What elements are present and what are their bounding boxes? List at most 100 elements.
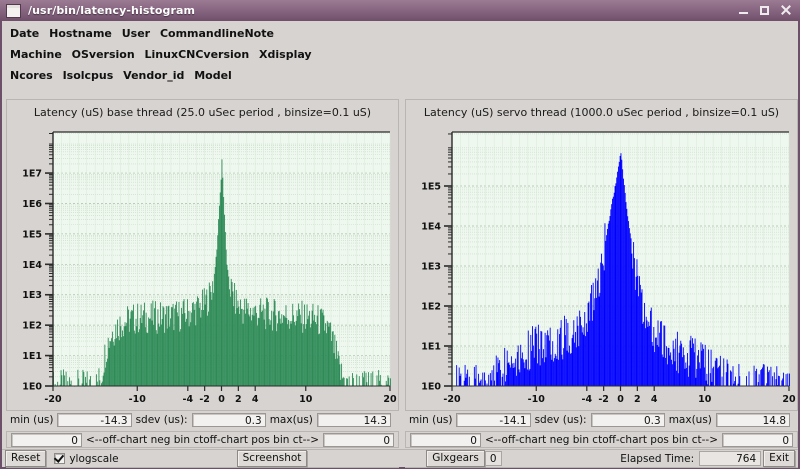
- x-tick-label: 4: [651, 394, 658, 405]
- y-tick-label: 1E4: [421, 222, 441, 233]
- charts-area: Latency (uS) base thread (25.0 uSec peri…: [6, 99, 798, 411]
- offchart-neg-label-servo: <--off-chart neg bin ct: [484, 433, 603, 446]
- maximize-icon[interactable]: [759, 5, 770, 16]
- header-ncores: Ncores: [10, 69, 53, 82]
- y-tick-label: 1E3: [421, 262, 441, 273]
- offchart-row-base-thread: 0 <--off-chart neg bin ct off-chart pos …: [6, 431, 399, 448]
- x-tick-label: 20: [782, 394, 796, 405]
- header-machine: Machine: [10, 48, 62, 61]
- x-tick-label: 4: [252, 394, 259, 405]
- elapsed-time-value: 764: [699, 451, 762, 466]
- header-line-3: Ncores Isolcpus Vendor_id Model: [10, 69, 790, 82]
- header-model: Model: [194, 69, 232, 82]
- y-tick-label: 1E5: [421, 182, 441, 193]
- window-body: Date Hostname User CommandlineNote Machi…: [0, 21, 800, 469]
- x-tick-label: 0: [617, 394, 624, 405]
- offchart-neg-value-servo[interactable]: 0: [410, 432, 481, 447]
- header-user: User: [121, 27, 151, 40]
- sdev-value-servo[interactable]: 0.3: [590, 412, 665, 427]
- minimize-icon[interactable]: [738, 5, 749, 16]
- x-tick-label: -2: [199, 394, 210, 405]
- y-tick-label: 1E0: [22, 382, 42, 393]
- min-value-base[interactable]: -14.3: [57, 412, 132, 427]
- close-icon[interactable]: [780, 5, 791, 16]
- title-bar: /usr/bin/latency-histogram: [0, 0, 800, 22]
- x-tick-label: 2: [634, 394, 641, 405]
- max-value-base[interactable]: 14.3: [316, 412, 392, 427]
- x-tick-label: -20: [44, 394, 62, 405]
- sdev-label-base: sdev (us):: [135, 413, 188, 426]
- chart-title-base-thread: Latency (uS) base thread (25.0 uSec peri…: [33, 106, 372, 119]
- x-tick-label: -10: [129, 394, 147, 405]
- chart-title-servo-thread: Latency (uS) servo thread (1000.0 uSec p…: [423, 106, 780, 119]
- min-label-base: min (us): [10, 413, 54, 426]
- window-controls: [738, 5, 791, 16]
- y-tick-label: 1E2: [22, 321, 42, 332]
- screenshot-button[interactable]: Screenshot: [236, 450, 308, 467]
- x-tick-label: 10: [299, 394, 313, 405]
- y-tick-label: 1E1: [22, 351, 42, 362]
- elapsed-time-label: Elapsed Time:: [620, 452, 695, 465]
- ylogscale-label: ylogscale: [69, 452, 119, 465]
- header-info: Date Hostname User CommandlineNote Machi…: [2, 21, 798, 82]
- x-tick-label: 20: [383, 394, 397, 405]
- sdev-label-servo: sdev (us):: [534, 413, 587, 426]
- max-label-base: max(us): [269, 413, 313, 426]
- stats-row-servo-thread: min (us) -14.1 sdev (us): 0.3 max(us) 14…: [405, 411, 798, 428]
- chart-panel-servo-thread: Latency (uS) servo thread (1000.0 uSec p…: [405, 99, 798, 411]
- y-tick-label: 1E5: [22, 229, 42, 240]
- offchart-pos-value-base[interactable]: 0: [323, 432, 394, 447]
- max-value-servo[interactable]: 14.8: [715, 412, 791, 427]
- y-tick-label: 1E4: [22, 260, 42, 271]
- header-line-1: Date Hostname User CommandlineNote: [10, 27, 790, 40]
- y-tick-label: 1E0: [421, 382, 441, 393]
- y-tick-label: 1E3: [22, 290, 42, 301]
- x-tick-label: -4: [183, 394, 194, 405]
- bottom-toolbar: Reset ylogscale Screenshot Glxgears 0 El…: [2, 449, 798, 467]
- x-tick-label: -20: [443, 394, 461, 405]
- x-tick-label: 2: [235, 394, 242, 405]
- ylogscale-checkbox[interactable]: ylogscale: [54, 452, 119, 465]
- exit-button[interactable]: Exit: [763, 450, 796, 467]
- checkbox-icon: [54, 453, 66, 464]
- offchart-row-servo-thread: 0 <--off-chart neg bin ct off-chart pos …: [405, 431, 798, 448]
- y-tick-label: 1E7: [22, 169, 42, 180]
- header-osversion: OSversion: [71, 48, 135, 61]
- offchart-pos-value-servo[interactable]: 0: [722, 432, 793, 447]
- header-commandlinenote: CommandlineNote: [159, 27, 274, 40]
- x-tick-label: -4: [582, 394, 593, 405]
- min-value-servo[interactable]: -14.1: [456, 412, 531, 427]
- chart-panel-base-thread: Latency (uS) base thread (25.0 uSec peri…: [6, 99, 399, 411]
- window-title: /usr/bin/latency-histogram: [28, 4, 196, 17]
- header-hostname: Hostname: [49, 27, 112, 40]
- header-isolcpus: Isolcpus: [62, 69, 114, 82]
- offchart-pos-label-base: off-chart pos bin ct-->: [203, 433, 320, 446]
- y-tick-label: 1E1: [421, 342, 441, 353]
- reset-button[interactable]: Reset: [5, 450, 47, 467]
- x-tick-label: -2: [598, 394, 609, 405]
- x-tick-label: 10: [698, 394, 712, 405]
- min-label-servo: min (us): [409, 413, 453, 426]
- max-label-servo: max(us): [668, 413, 712, 426]
- glxgears-value: 0: [484, 451, 502, 466]
- offchart-neg-label-base: <--off-chart neg bin ct: [85, 433, 204, 446]
- offchart-neg-value-base[interactable]: 0: [11, 432, 82, 447]
- stats-row-base-thread: min (us) -14.3 sdev (us): 0.3 max(us) 14…: [6, 411, 399, 428]
- plot-base-thread: 1E0 1E1 1E2 1E3 1E4 1E5 1E6 1E7 -20 -10 -4 -2 0 2 4 10 2…: [7, 126, 398, 412]
- x-tick-label: 0: [218, 394, 225, 405]
- offchart-pos-label-servo: off-chart pos bin ct-->: [602, 433, 719, 446]
- header-line-2: Machine OSversion LinuxCNCversion Xdispl…: [10, 48, 790, 61]
- window-icon: [6, 3, 21, 18]
- sdev-value-base[interactable]: 0.3: [191, 412, 266, 427]
- x-tick-label: -10: [528, 394, 546, 405]
- glxgears-button[interactable]: Glxgears: [426, 450, 485, 467]
- y-tick-label: 1E6: [22, 199, 42, 210]
- header-vendor-id: Vendor_id: [123, 69, 185, 82]
- header-linuxcncversion: LinuxCNCversion: [144, 48, 250, 61]
- header-xdisplay: Xdisplay: [259, 48, 312, 61]
- plot-servo-thread: 1E0 1E1 1E2 1E3 1E4 1E5 -20 -10 -4 -2 0 2 4 10 20: [406, 126, 797, 412]
- y-tick-label: 1E2: [421, 302, 441, 313]
